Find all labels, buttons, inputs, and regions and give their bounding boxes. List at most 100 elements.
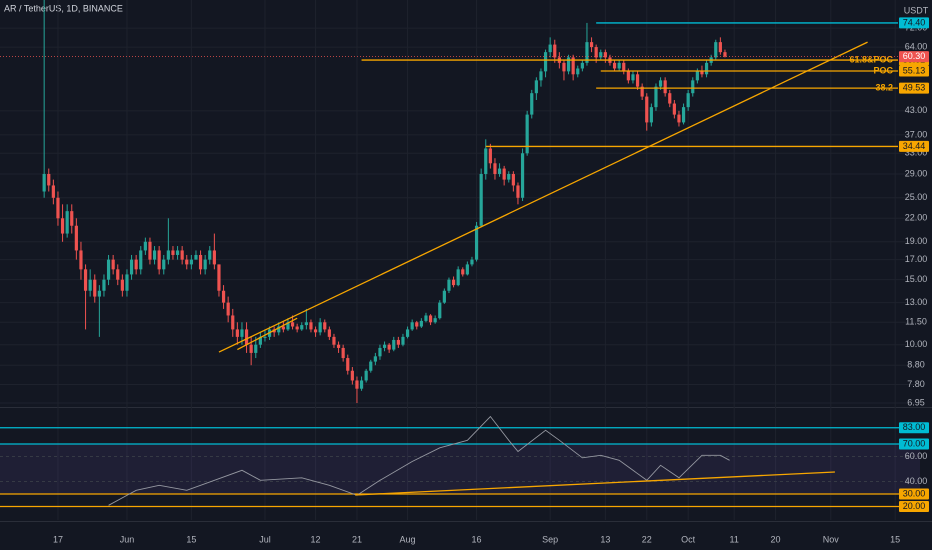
- candle-body: [60, 218, 65, 234]
- level-tag: [899, 17, 929, 29]
- x-tick-label: 12: [311, 534, 321, 544]
- x-tick-label: Aug: [400, 534, 416, 544]
- candle-body: [718, 42, 722, 53]
- rsi-level-tag: [899, 422, 929, 434]
- candle-body: [562, 62, 566, 72]
- candle-body: [175, 250, 180, 255]
- candle-body: [42, 173, 46, 192]
- candle-body: [631, 74, 635, 81]
- candle-body: [208, 250, 212, 260]
- candle-body: [240, 329, 244, 337]
- chart-title: AR / TetherUS, 1D, BINANCE: [4, 3, 123, 13]
- candle-body: [635, 74, 640, 87]
- candle-body: [373, 356, 377, 362]
- candle-body: [543, 52, 548, 72]
- candle-body: [571, 57, 575, 75]
- candle-body: [47, 173, 51, 186]
- candle-body: [672, 103, 676, 115]
- candle-body: [56, 197, 60, 219]
- rsi-level-tag: [899, 488, 929, 500]
- candle-body: [281, 326, 285, 330]
- candle-body: [539, 71, 543, 81]
- candle-body: [290, 322, 295, 327]
- candle-body: [534, 80, 538, 94]
- candle-body: [341, 347, 345, 359]
- candle-body: [180, 250, 184, 260]
- rsi-band: [0, 444, 920, 494]
- candle-body: [502, 168, 506, 180]
- candle-body: [654, 86, 658, 108]
- candle-body: [355, 380, 359, 389]
- rsi-level-tag: [899, 501, 929, 512]
- level-name: 61.8&POC: [849, 54, 893, 64]
- candle-body: [318, 322, 322, 333]
- candle-body: [166, 250, 170, 260]
- candle-body: [668, 93, 672, 104]
- last-price-tag: [899, 51, 929, 63]
- level-tag-label: 74.40: [903, 17, 926, 27]
- candle-body: [658, 80, 663, 87]
- candle-body: [580, 62, 584, 69]
- candle-body: [695, 71, 699, 81]
- candle-body: [700, 71, 704, 75]
- candle-body: [599, 52, 603, 58]
- candle-body: [428, 315, 433, 323]
- candle-body: [516, 185, 520, 198]
- candle-body: [93, 279, 97, 297]
- level-tag: [899, 82, 929, 94]
- candle-body: [364, 370, 368, 381]
- x-tick-label: 15: [890, 534, 900, 544]
- candle-body: [714, 42, 718, 58]
- candle-body: [622, 62, 626, 72]
- candle-body: [493, 163, 497, 174]
- candle-body: [88, 279, 92, 291]
- y-tick-label: 25.00: [905, 192, 928, 202]
- candle-body: [424, 315, 428, 321]
- candle-body: [456, 269, 460, 286]
- candle-body: [479, 173, 483, 226]
- x-tick-label: Oct: [681, 534, 696, 544]
- candle-body: [102, 279, 106, 291]
- candle-body: [295, 326, 299, 330]
- candle-body: [336, 344, 341, 348]
- candle-body: [286, 322, 290, 330]
- candle-body: [410, 322, 414, 330]
- y-tick-label: 29.00: [905, 168, 928, 178]
- candle-body: [346, 358, 350, 371]
- candle-body: [212, 250, 216, 265]
- level-name: POC: [873, 65, 893, 75]
- candle-body: [405, 329, 410, 337]
- candle-body: [566, 57, 571, 72]
- candle-body: [277, 326, 281, 333]
- x-tick-label: 13: [600, 534, 610, 544]
- level-tag-label: 49.53: [903, 83, 926, 93]
- candle-body: [663, 80, 667, 94]
- candle-body: [139, 250, 143, 270]
- candle-body: [79, 250, 83, 270]
- candle-body: [309, 322, 313, 330]
- x-tick-label: Jul: [259, 534, 271, 544]
- candle-body: [189, 259, 193, 265]
- candle-body: [645, 96, 649, 123]
- candle-body: [484, 148, 488, 174]
- candle-body: [217, 264, 221, 291]
- candle-body: [152, 250, 157, 260]
- y-tick-label: 17.00: [905, 254, 928, 264]
- candle-body: [447, 279, 451, 291]
- candle-body: [548, 44, 552, 53]
- candle-body: [125, 274, 129, 291]
- candle-body: [681, 107, 686, 123]
- candle-body: [198, 254, 203, 270]
- y-tick-label: 10.00: [905, 339, 928, 349]
- y-tick-label: 22.00: [905, 213, 928, 223]
- candle-body: [120, 279, 124, 291]
- candle-body: [474, 225, 479, 260]
- level-tag: [899, 65, 929, 77]
- candle-body: [143, 241, 147, 251]
- candle-body: [65, 211, 69, 234]
- y-tick-label: 13.00: [905, 297, 928, 307]
- candle-body: [470, 259, 474, 265]
- candle-body: [74, 225, 78, 251]
